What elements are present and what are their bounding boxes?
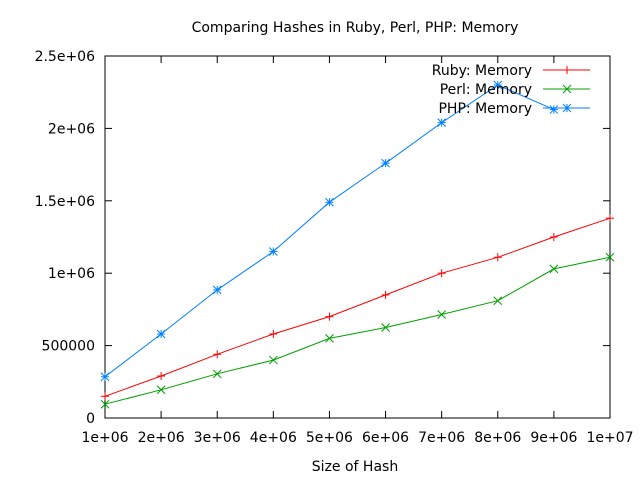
data-point-php	[156, 329, 166, 339]
marker-stroke	[549, 105, 559, 114]
marker-stroke	[493, 296, 503, 306]
data-point-perl	[325, 334, 334, 343]
data-point-ruby	[325, 312, 334, 321]
data-point-perl	[100, 399, 110, 409]
y-tick-label: 0	[86, 411, 95, 427]
marker-stroke	[212, 285, 222, 295]
legend-label: Perl: Memory	[440, 82, 532, 98]
data-point-perl	[549, 264, 559, 274]
data-point-ruby	[157, 372, 166, 381]
marker-stroke	[381, 323, 390, 332]
data-point-ruby	[437, 269, 446, 278]
x-tick-label: 7e+06	[418, 430, 465, 446]
data-point-php	[493, 80, 503, 90]
x-tick-label: 6e+06	[362, 430, 409, 446]
series-group	[100, 80, 615, 409]
y-tick-label: 2e+06	[48, 121, 95, 137]
data-point-php	[325, 197, 334, 207]
legend: Ruby: Memory Perl: Memory PHP: Memory	[432, 63, 590, 117]
series-line-php	[104, 84, 555, 378]
series-line-perl	[104, 256, 611, 405]
plot-frame	[104, 55, 611, 419]
marker-stroke	[562, 84, 572, 94]
series-php	[100, 80, 559, 382]
data-point-perl	[437, 310, 447, 319]
marker-stroke	[325, 197, 334, 207]
series-line-ruby	[104, 217, 611, 397]
x-tick-label: 1e+07	[586, 430, 633, 446]
x-tick-label: 9e+06	[530, 430, 577, 446]
axes: 1e+06 2e+06 3e+06 4e+06 5e+06 6e+06 7e+06 8e+06…	[35, 49, 634, 446]
marker-stroke	[437, 118, 447, 127]
data-point-perl	[381, 323, 390, 332]
legend-marker-perl	[562, 84, 572, 94]
marker-stroke	[268, 247, 278, 256]
data-point-ruby	[269, 330, 278, 339]
marker-stroke	[562, 103, 572, 113]
data-point-ruby	[381, 290, 390, 299]
data-point-perl	[156, 385, 166, 395]
marker-stroke	[325, 334, 334, 343]
data-point-perl	[212, 369, 222, 379]
data-point-ruby	[606, 214, 614, 223]
marker-stroke	[381, 158, 390, 168]
marker-stroke	[268, 355, 278, 365]
chart-title: Comparing Hashes in Ruby, Perl, PHP: Mem…	[192, 20, 519, 36]
series-perl	[100, 252, 615, 409]
data-point-php	[268, 247, 278, 256]
x-tick-label: 4e+06	[250, 430, 297, 446]
marker-stroke	[549, 264, 559, 274]
marker-stroke	[437, 310, 447, 319]
data-point-php	[100, 372, 110, 382]
x-tick-label: 8e+06	[474, 430, 521, 446]
y-tick-label: 2.5e+06	[35, 49, 96, 65]
y-tick-label: 500000	[42, 339, 95, 355]
x-tick-label: 2e+06	[138, 430, 185, 446]
marker-stroke	[212, 369, 222, 379]
marker-stroke	[100, 399, 110, 409]
legend-label: Ruby: Memory	[432, 63, 532, 79]
y-tick-label: 1e+06	[48, 266, 95, 282]
marker-stroke	[605, 252, 615, 262]
data-point-perl	[605, 252, 615, 262]
data-point-php	[381, 158, 390, 168]
data-point-ruby	[549, 233, 558, 241]
marker-stroke	[493, 80, 503, 90]
marker-stroke	[156, 329, 166, 339]
data-point-php	[212, 285, 222, 295]
x-tick-label: 1e+06	[81, 430, 128, 446]
y-tick-label: 1.5e+06	[35, 194, 96, 210]
legend-item-php: PHP: Memory	[438, 101, 590, 117]
marker-stroke	[100, 372, 110, 382]
legend-marker-php	[562, 103, 572, 113]
marker-stroke	[156, 385, 166, 395]
data-point-ruby	[493, 253, 502, 262]
data-point-perl	[268, 355, 278, 365]
x-tick-label: 5e+06	[306, 430, 353, 446]
legend-marker-ruby	[563, 66, 571, 74]
legend-item-perl: Perl: Memory	[440, 82, 590, 98]
series-ruby	[101, 214, 614, 401]
data-point-ruby	[101, 392, 109, 401]
data-point-php	[549, 105, 559, 114]
data-point-php	[437, 118, 447, 127]
legend-item-ruby: Ruby: Memory	[432, 63, 590, 79]
legend-label: PHP: Memory	[438, 101, 532, 117]
x-axis-label: Size of Hash	[312, 459, 398, 475]
x-tick-label: 3e+06	[194, 430, 241, 446]
data-point-ruby	[213, 350, 222, 359]
data-point-perl	[493, 296, 503, 306]
